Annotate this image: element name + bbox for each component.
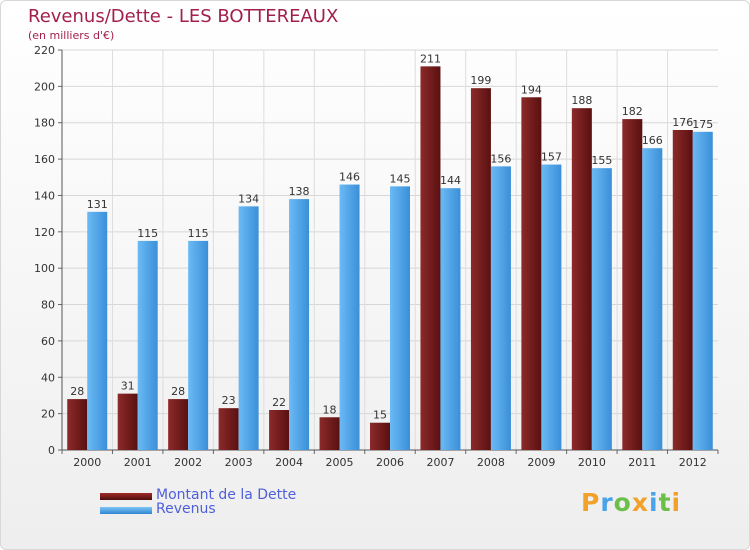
bar-debt bbox=[370, 422, 390, 450]
value-label-revenue: 144 bbox=[440, 174, 461, 187]
value-label-revenue: 156 bbox=[490, 152, 511, 165]
y-tick-label: 220 bbox=[34, 44, 55, 57]
x-tick-label: 2008 bbox=[477, 456, 505, 469]
y-tick-label: 40 bbox=[41, 371, 55, 384]
value-label-revenue: 155 bbox=[591, 154, 612, 167]
bar-debt bbox=[420, 66, 441, 450]
value-label-debt: 15 bbox=[373, 409, 387, 422]
bar-revenue bbox=[642, 148, 663, 450]
value-label-debt: 176 bbox=[672, 116, 693, 129]
x-tick-label: 2004 bbox=[275, 456, 303, 469]
y-tick-label: 180 bbox=[34, 117, 55, 130]
logo-letter: r bbox=[600, 488, 614, 517]
legend-label-revenue: Revenus bbox=[156, 501, 216, 517]
x-tick-label: 2005 bbox=[326, 456, 354, 469]
bar-debt bbox=[269, 410, 290, 450]
value-label-debt: 194 bbox=[521, 83, 542, 96]
x-tick-label: 2009 bbox=[527, 456, 555, 469]
y-tick-label: 120 bbox=[34, 226, 55, 239]
bar-revenue bbox=[390, 186, 410, 450]
value-label-debt: 31 bbox=[121, 380, 135, 393]
logo-letter: o bbox=[613, 488, 632, 517]
bar-debt bbox=[67, 399, 88, 450]
logo-letter: x bbox=[631, 488, 649, 517]
bar-debt bbox=[117, 393, 138, 450]
bar-revenue bbox=[137, 240, 158, 450]
bar-revenue bbox=[289, 199, 310, 450]
bar-debt bbox=[571, 108, 592, 450]
bar-debt bbox=[521, 97, 542, 450]
value-label-revenue: 131 bbox=[87, 198, 108, 211]
chart-subtitle: (en milliers d'€) bbox=[28, 29, 115, 42]
legend-label-debt: Montant de la Dette bbox=[156, 487, 297, 503]
x-tick-label: 2011 bbox=[628, 456, 656, 469]
logo-letter: i bbox=[671, 488, 682, 517]
value-label-revenue: 115 bbox=[137, 227, 158, 240]
x-tick-label: 2000 bbox=[73, 456, 101, 469]
bar-revenue bbox=[440, 188, 461, 450]
labels: 0 20 40 60 80 100 120 140 160 180 200 220 28 131 2000 3… bbox=[34, 44, 713, 469]
bars bbox=[67, 66, 713, 450]
value-label-revenue: 146 bbox=[339, 171, 360, 184]
bar-debt bbox=[672, 130, 693, 450]
value-label-revenue: 115 bbox=[188, 227, 209, 240]
legend-swatch-revenue bbox=[100, 507, 152, 514]
value-label-revenue: 134 bbox=[238, 192, 259, 205]
bar-revenue bbox=[339, 184, 360, 450]
x-tick-label: 2001 bbox=[124, 456, 152, 469]
y-tick-label: 200 bbox=[34, 80, 55, 93]
y-tick-label: 160 bbox=[34, 153, 55, 166]
value-label-debt: 22 bbox=[272, 396, 286, 409]
x-tick-label: 2003 bbox=[225, 456, 253, 469]
logo-letter: t bbox=[658, 488, 672, 517]
legend-swatch-debt bbox=[100, 493, 152, 500]
value-label-revenue: 157 bbox=[541, 151, 562, 164]
bar-revenue bbox=[490, 166, 511, 450]
x-tick-label: 2006 bbox=[376, 456, 404, 469]
bar-debt bbox=[622, 119, 643, 450]
y-tick-label: 100 bbox=[34, 262, 55, 275]
y-tick-label: 80 bbox=[41, 299, 55, 312]
value-label-debt: 28 bbox=[171, 385, 185, 398]
value-label-debt: 199 bbox=[470, 74, 491, 87]
value-label-debt: 182 bbox=[622, 105, 643, 118]
bar-revenue bbox=[87, 211, 108, 450]
bar-debt bbox=[470, 88, 491, 450]
bar-debt bbox=[218, 408, 239, 450]
chart-title: Revenus/Dette - LES BOTTEREAUX bbox=[28, 6, 339, 27]
bar-revenue bbox=[541, 164, 562, 450]
proxiti-logo: Proxiti bbox=[581, 488, 681, 517]
value-label-revenue: 145 bbox=[390, 172, 411, 185]
bar-revenue bbox=[692, 131, 713, 450]
value-label-debt: 18 bbox=[323, 403, 337, 416]
x-tick-label: 2002 bbox=[174, 456, 202, 469]
value-label-debt: 28 bbox=[70, 385, 84, 398]
y-tick-label: 60 bbox=[41, 335, 55, 348]
bar-revenue bbox=[591, 168, 612, 450]
value-label-revenue: 175 bbox=[692, 118, 713, 131]
value-label-revenue: 138 bbox=[289, 185, 310, 198]
bar-debt bbox=[319, 417, 340, 450]
bar-debt bbox=[168, 399, 189, 450]
value-label-debt: 188 bbox=[571, 94, 592, 107]
x-tick-label: 2010 bbox=[578, 456, 606, 469]
bar-revenue bbox=[238, 206, 259, 450]
y-tick-label: 140 bbox=[34, 189, 55, 202]
x-tick-label: 2012 bbox=[679, 456, 707, 469]
y-tick-label: 0 bbox=[48, 444, 55, 457]
bar-revenue bbox=[188, 240, 209, 450]
x-tick-label: 2007 bbox=[426, 456, 454, 469]
y-tick-label: 20 bbox=[41, 408, 55, 421]
value-label-debt: 23 bbox=[222, 394, 236, 407]
value-label-revenue: 166 bbox=[642, 134, 663, 147]
logo-letter: i bbox=[649, 488, 659, 517]
value-label-debt: 211 bbox=[420, 52, 441, 65]
logo-letter: P bbox=[581, 488, 601, 517]
